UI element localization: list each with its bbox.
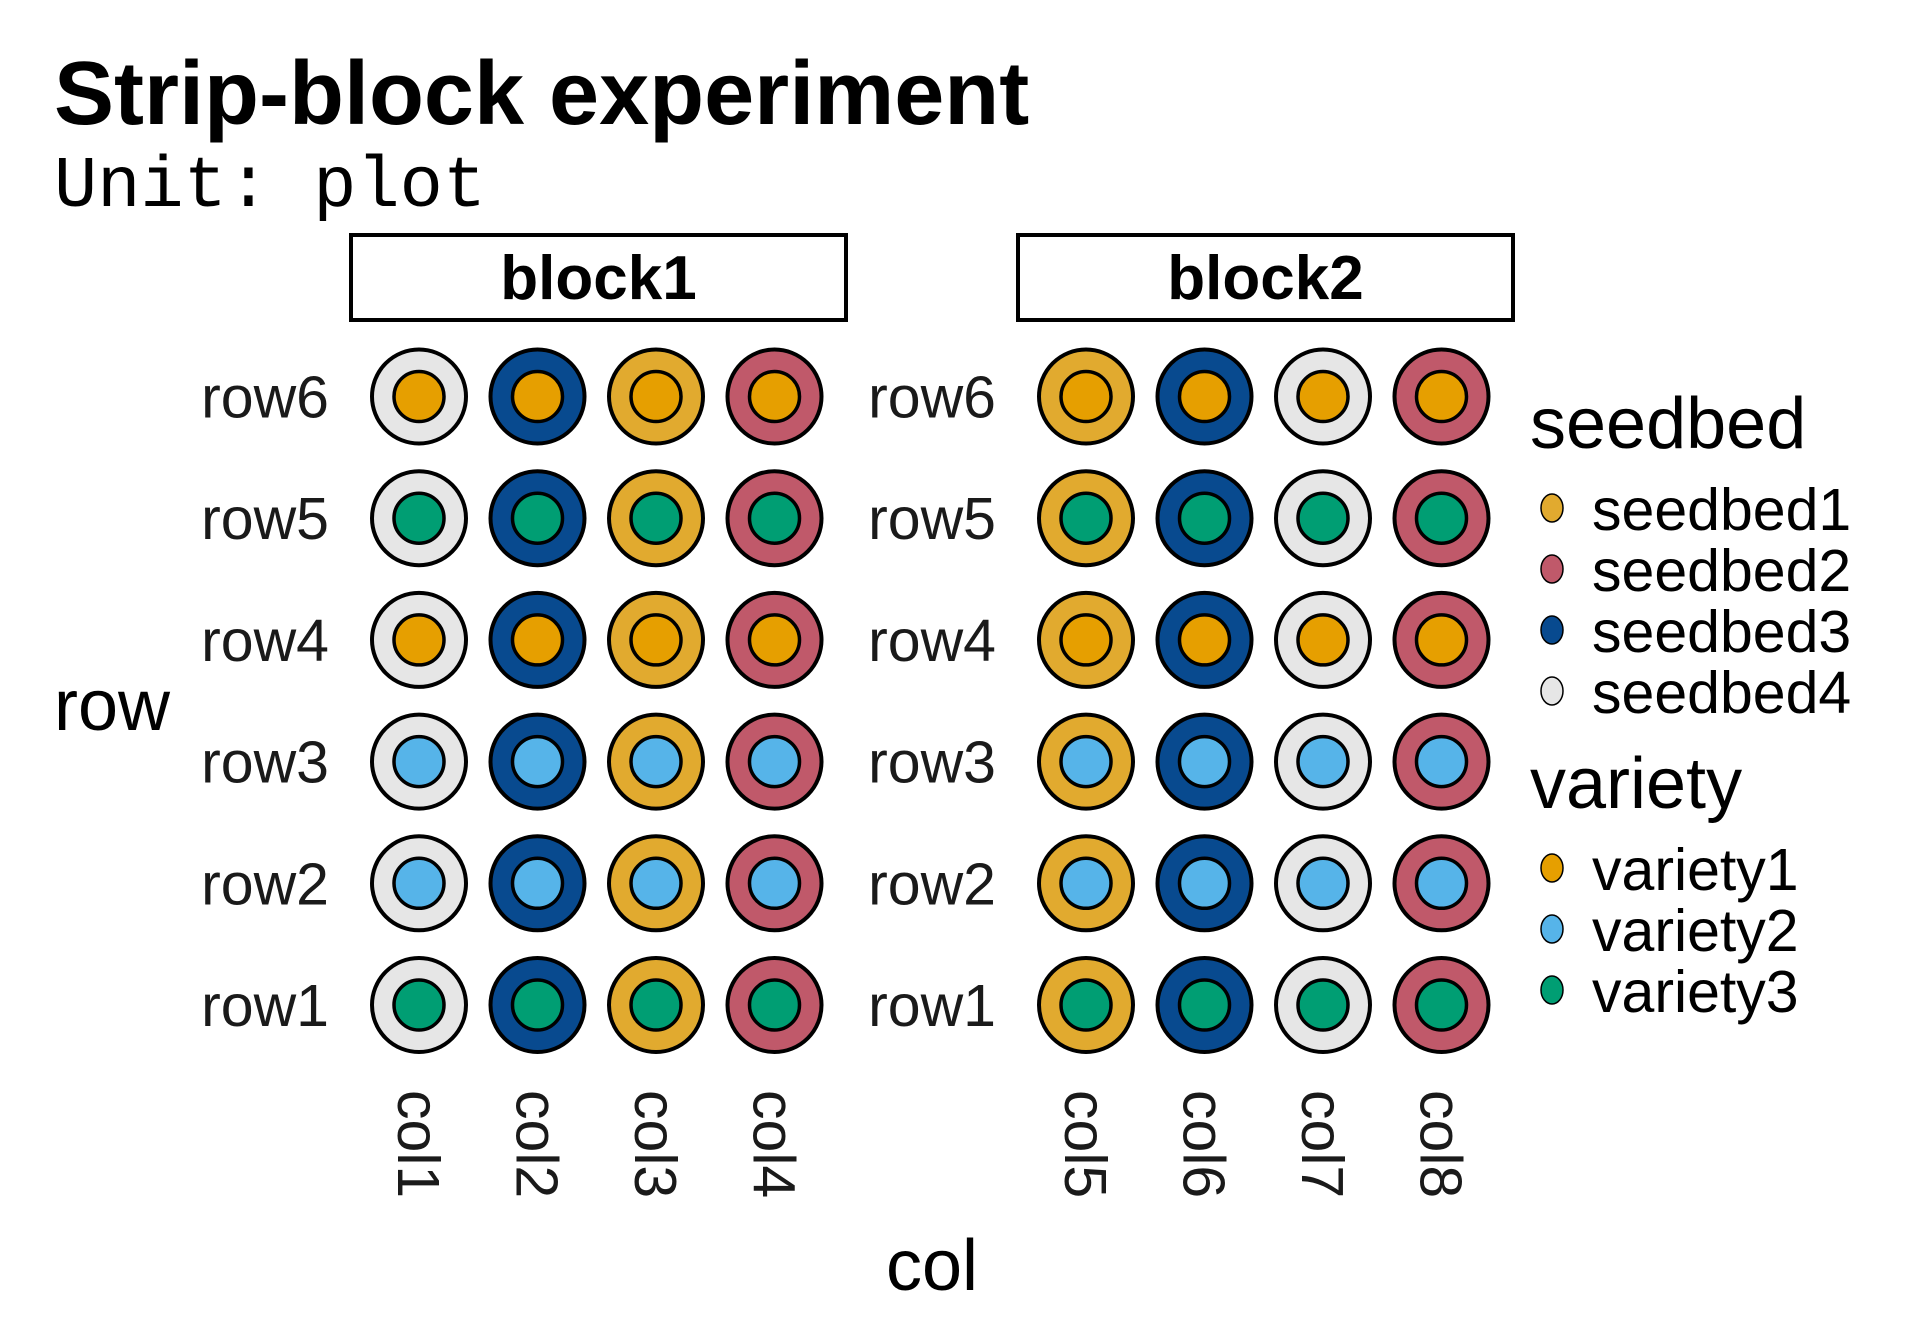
plot-col8-row2-variety: [1414, 856, 1469, 911]
plot-col5-row3-variety: [1059, 734, 1113, 789]
col-tick-col5: col5: [1052, 1090, 1118, 1198]
strip-label-block2: block2: [1167, 244, 1363, 313]
facet-block2: block2 row1 row2 row3 row4 row5 row6 col5 col6 co…: [868, 233, 1515, 1198]
x-axis-title: col: [886, 1226, 978, 1306]
plot-col3-row4-variety: [629, 613, 683, 667]
plot-col8-row5-variety: [1414, 491, 1469, 545]
plot-col2-row1-variety: [510, 978, 565, 1032]
plot-col4-row1-variety: [747, 978, 802, 1032]
plot-col3-row5-variety: [629, 491, 683, 545]
legend-key-variety3: [1540, 975, 1564, 1005]
legend-title-seedbed: seedbed: [1530, 384, 1806, 464]
plot-col3-row2-variety: [629, 856, 683, 911]
legend-label-seedbed2: seedbed2: [1592, 538, 1851, 604]
plot-col6-row3-variety: [1177, 734, 1232, 789]
plot-col5-row1-variety: [1059, 978, 1113, 1032]
plot-col1-row1-variety: [392, 978, 446, 1032]
plot-col6-row6-variety: [1177, 369, 1232, 424]
row-tick-row6: row6: [201, 365, 329, 431]
row-tick-row5: row5: [201, 486, 329, 552]
col-tick-col4: col4: [741, 1090, 807, 1198]
col-tick-col8: col8: [1408, 1090, 1474, 1198]
plot-col2-row3-variety: [510, 734, 565, 789]
plot-col4-row2-variety: [747, 856, 802, 911]
row-tick-row4: row4: [868, 608, 996, 674]
plot-col5-row2-variety: [1059, 856, 1113, 911]
plot-col6-row1-variety: [1177, 978, 1232, 1032]
plot-col2-row4-variety: [510, 613, 565, 667]
col-tick-col2: col2: [504, 1090, 570, 1198]
legend-key-seedbed4: [1540, 676, 1564, 706]
facet-block1: block1 row1 row2 row3 row4 row5 row6 col1 col2 co…: [201, 233, 848, 1198]
plot-col6-row5-variety: [1177, 491, 1232, 545]
legend-key-variety2: [1540, 914, 1564, 944]
legend-label-seedbed4: seedbed4: [1592, 660, 1851, 726]
legend-key-variety1: [1540, 853, 1564, 883]
plot-col5-row4-variety: [1059, 613, 1113, 667]
legend-title-variety: variety: [1530, 744, 1742, 824]
plot-col1-row6-variety: [392, 369, 446, 424]
plot-col4-row6-variety: [747, 369, 802, 424]
plot-col4-row3-variety: [747, 734, 802, 789]
col-tick-col3: col3: [622, 1090, 688, 1198]
plot-col7-row1-variety: [1296, 978, 1350, 1032]
row-tick-row1: row1: [201, 973, 329, 1039]
plot-col4-row4-variety: [747, 613, 802, 667]
plot-col1-row5-variety: [392, 491, 446, 545]
plot-col5-row5-variety: [1059, 491, 1113, 545]
row-tick-row2: row2: [201, 851, 329, 917]
plot-col3-row6-variety: [629, 369, 683, 424]
strip-box-block2: [1016, 233, 1515, 322]
legend-label-seedbed1: seedbed1: [1592, 477, 1851, 543]
plot-col2-row5-variety: [510, 491, 565, 545]
plot-col8-row1-variety: [1414, 978, 1469, 1032]
plot-col1-row4-variety: [392, 613, 446, 667]
plot-col1-row3-variety: [392, 734, 446, 789]
plot-col8-row4-variety: [1414, 613, 1469, 667]
plot-col6-row2-variety: [1177, 856, 1232, 911]
chart-title: Strip-block experiment: [54, 44, 1029, 144]
plot-col7-row2-variety: [1296, 856, 1350, 911]
plot-col1-row2-variety: [392, 856, 446, 911]
legend-key-seedbed3: [1540, 615, 1564, 645]
row-tick-row3: row3: [868, 730, 996, 796]
legend-label-variety3: variety3: [1592, 959, 1799, 1025]
plot-col7-row5-variety: [1296, 491, 1350, 545]
legend-key-seedbed2: [1540, 554, 1564, 584]
col-tick-col7: col7: [1289, 1090, 1355, 1198]
row-tick-row4: row4: [201, 608, 329, 674]
chart-subtitle: Unit: plot: [54, 146, 486, 228]
plot-col3-row1-variety: [629, 978, 683, 1032]
row-tick-row6: row6: [868, 365, 996, 431]
strip-box-block1: [349, 233, 848, 322]
plot-col7-row6-variety: [1296, 369, 1350, 424]
col-tick-col1: col1: [385, 1090, 451, 1198]
plot-col7-row4-variety: [1296, 613, 1350, 667]
row-tick-row3: row3: [201, 730, 329, 796]
row-tick-row2: row2: [868, 851, 996, 917]
plot-col4-row5-variety: [747, 491, 802, 545]
plot-col8-row3-variety: [1414, 734, 1469, 789]
facet-panels: block1 row1 row2 row3 row4 row5 row6 col1 col2 co…: [201, 233, 1515, 1198]
legend-label-variety1: variety1: [1592, 837, 1799, 903]
plot-col5-row6-variety: [1059, 369, 1113, 424]
col-tick-col6: col6: [1171, 1090, 1237, 1198]
row-tick-row1: row1: [868, 973, 996, 1039]
legend-label-seedbed3: seedbed3: [1592, 599, 1851, 665]
plot-col6-row4-variety: [1177, 613, 1232, 667]
plot-col8-row6-variety: [1414, 369, 1469, 424]
legend-label-variety2: variety2: [1592, 898, 1799, 964]
legend-key-seedbed1: [1540, 493, 1564, 523]
strip-label-block1: block1: [500, 244, 696, 313]
plot-col2-row6-variety: [510, 369, 565, 424]
plot-col7-row3-variety: [1296, 734, 1350, 789]
plot-col2-row2-variety: [510, 856, 565, 911]
y-axis-title: row: [54, 666, 171, 746]
row-tick-row5: row5: [868, 486, 996, 552]
plot-col3-row3-variety: [629, 734, 683, 789]
